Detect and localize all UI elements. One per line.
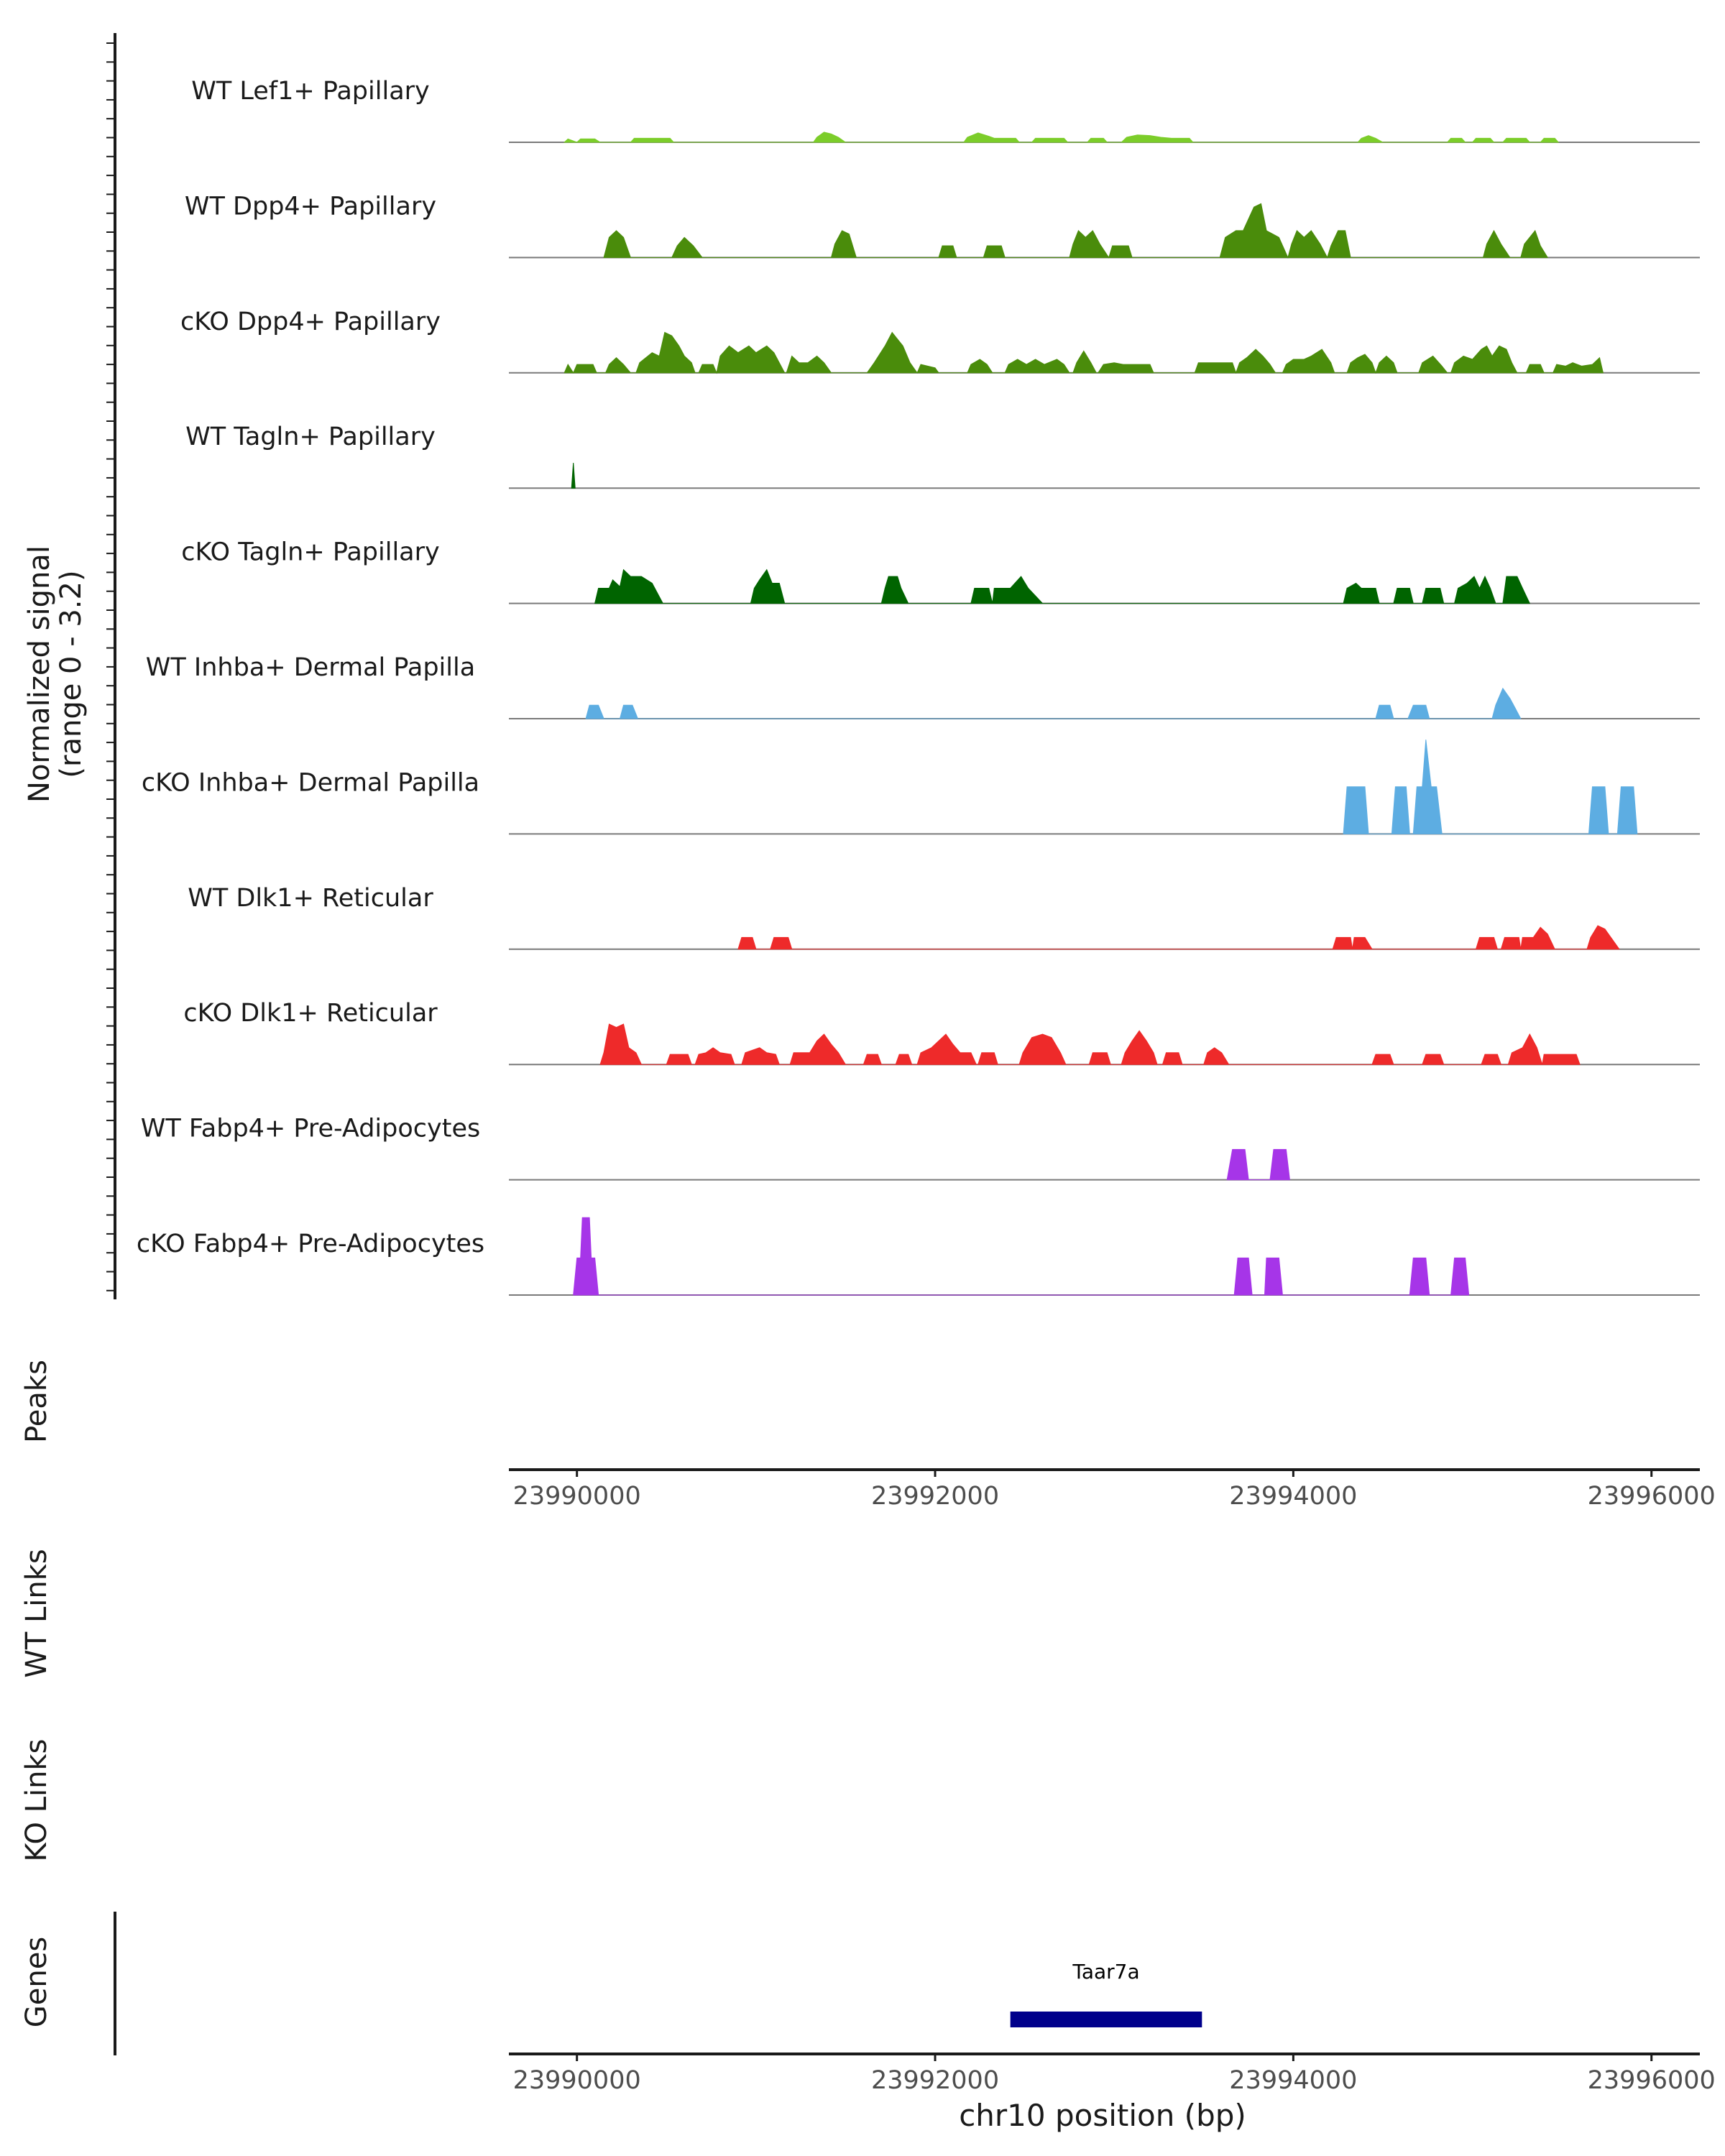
track-label: WT Tagln+ Papillary [185, 423, 436, 451]
coverage-area [603, 203, 1549, 259]
side-labels: Normalized signal(range 0 - 3.2) Peaks W… [20, 545, 88, 2027]
peaks-x-axis: 23990000 23992000 23994000 23996000 [509, 1468, 1716, 1511]
track-label: WT Lef1+ Papillary [191, 77, 430, 106]
x-tick-label: 23992000 [871, 1482, 999, 1511]
coverage-area [573, 1217, 1470, 1296]
peaks-track-label: Peaks [20, 1360, 53, 1443]
ko-links-track-label: KO Links [20, 1739, 53, 1862]
track-8: WT Dlk1+ Reticular [188, 884, 1700, 950]
y-axis-label: Normalized signal(range 0 - 3.2) [23, 545, 88, 803]
track-label: WT Dlk1+ Reticular [188, 884, 433, 913]
track-6: WT Inhba+ Dermal Papilla [146, 653, 1700, 719]
coverage-area [599, 1023, 1581, 1065]
track-label: WT Fabp4+ Pre-Adipocytes [141, 1115, 480, 1143]
coverage-area [564, 331, 1604, 374]
axes-layer: 23990000 23992000 23994000 2399600023990000… [106, 33, 1716, 2095]
track-1: WT Lef1+ Papillary [191, 77, 1700, 143]
track-4: WT Tagln+ Papillary [185, 423, 1700, 489]
coverage-area [585, 687, 1522, 719]
coverage-tracks: WT Lef1+ Papillary WT Dpp4+ Papillary cKO … [137, 77, 1700, 1296]
x-axis-title: chr10 position (bp) [959, 2098, 1246, 2133]
x-tick-label: 23990000 [513, 1482, 641, 1511]
x-tick-label: 23990000 [513, 2066, 641, 2095]
coverage-area [1343, 740, 1638, 834]
x-tick-label: 23996000 [1588, 2066, 1716, 2095]
track-10: WT Fabp4+ Pre-Adipocytes [141, 1115, 1700, 1181]
coverage-area [594, 568, 1531, 604]
track-9: cKO Dlk1+ Reticular [183, 999, 1700, 1066]
track-label: cKO Tagln+ Papillary [181, 538, 440, 567]
x-tick-label: 23994000 [1229, 2066, 1357, 2095]
track-7: cKO Inhba+ Dermal Papilla [142, 740, 1700, 835]
gene-body [1010, 2012, 1202, 2027]
track-label: WT Dpp4+ Papillary [185, 192, 436, 221]
x-tick-label: 23994000 [1229, 1482, 1357, 1511]
track-5: cKO Tagln+ Papillary [181, 538, 1700, 604]
track-label: WT Inhba+ Dermal Papilla [146, 653, 475, 682]
coverage-area [737, 925, 1620, 950]
coverage-area [1226, 1148, 1290, 1181]
coverage-area [563, 132, 1560, 143]
gene-label: Taar7a [1072, 1960, 1139, 1984]
track-label: cKO Fabp4+ Pre-Adipocytes [137, 1230, 484, 1258]
coverage-area [571, 462, 576, 489]
x-tick-label: 23992000 [871, 2066, 999, 2095]
track-label: cKO Dpp4+ Papillary [180, 308, 441, 336]
track-label: cKO Dlk1+ Reticular [183, 999, 438, 1028]
genes-x-axis: 23990000 23992000 23994000 23996000 [509, 2053, 1716, 2095]
track-3: cKO Dpp4+ Papillary [180, 308, 1700, 374]
x-tick-label: 23996000 [1588, 1482, 1716, 1511]
wt-links-track-label: WT Links [20, 1549, 53, 1677]
genes-track: Taar7a [114, 1912, 1202, 2055]
track-11: cKO Fabp4+ Pre-Adipocytes [137, 1217, 1700, 1296]
track-label: cKO Inhba+ Dermal Papilla [142, 768, 479, 797]
genes-track-label: Genes [20, 1937, 53, 2027]
track-2: WT Dpp4+ Papillary [185, 192, 1700, 259]
